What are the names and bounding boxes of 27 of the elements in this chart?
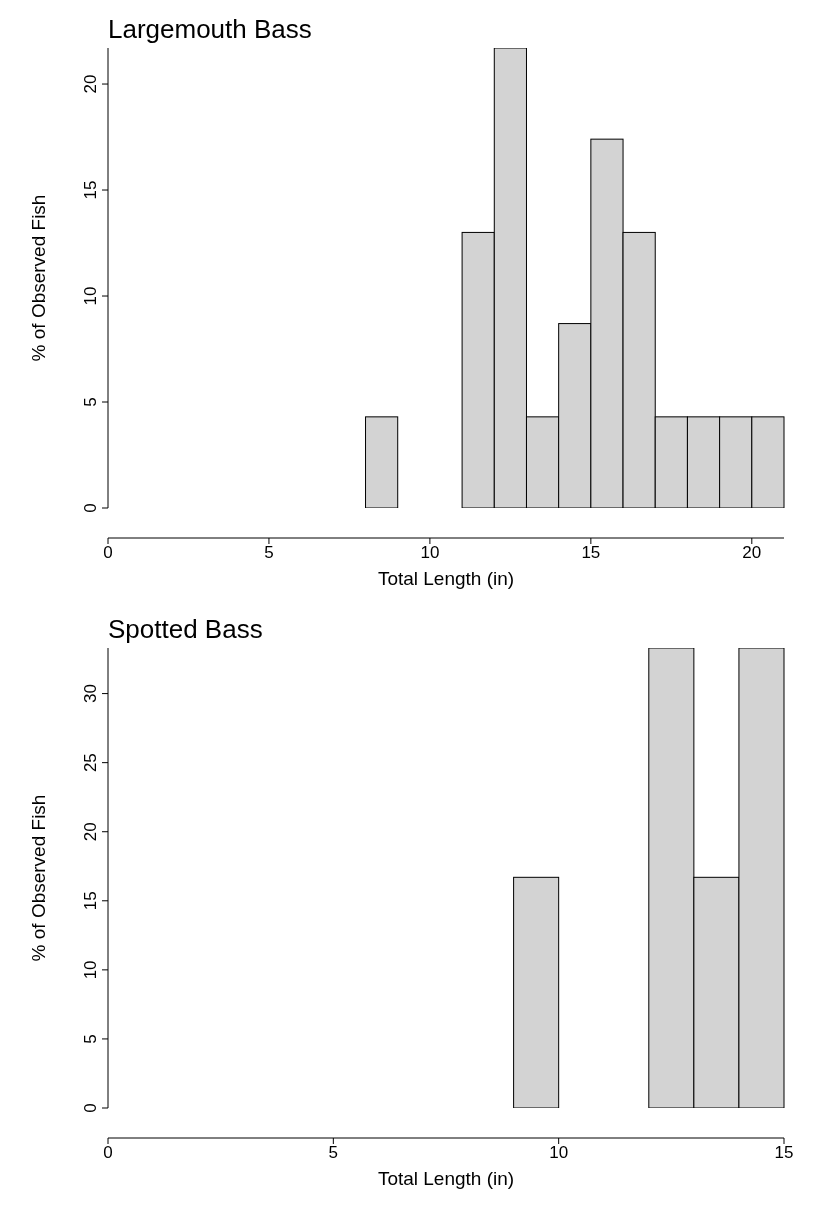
- x-tick-label: 5: [328, 1143, 339, 1163]
- y-tick-label: 0: [81, 1103, 100, 1113]
- x-axis-title: Total Length (in): [376, 568, 516, 590]
- y-tick-label: 15: [81, 891, 100, 911]
- x-tick-label: 10: [549, 1143, 569, 1163]
- y-tick-label: 10: [81, 286, 100, 306]
- x-tick-label: 15: [581, 543, 601, 563]
- y-tick-label: 5: [81, 397, 100, 407]
- x-tick-label: 0: [103, 1143, 113, 1163]
- x-tick-label: 10: [420, 543, 440, 563]
- y-tick-label: 5: [81, 1034, 100, 1044]
- chart-title: Largemouth Bass: [108, 14, 312, 45]
- x-tick-label: 20: [742, 543, 762, 563]
- x-axis-title: Total Length (in): [376, 1168, 516, 1190]
- y-axis-title: % of Observed Fish: [27, 194, 49, 362]
- y-tick-label: 20: [81, 74, 100, 94]
- x-tick-label: 5: [264, 543, 274, 563]
- y-tick-label: 15: [81, 180, 100, 200]
- y-tick-label: 25: [81, 753, 100, 773]
- y-tick-label: 20: [81, 822, 100, 842]
- y-tick-label: 0: [81, 503, 100, 513]
- x-tick-label: 15: [774, 1143, 794, 1163]
- x-tick-label: 0: [103, 543, 113, 563]
- y-axis-title: % of Observed Fish: [27, 794, 49, 962]
- y-tick-label: 10: [81, 960, 100, 980]
- chart-title: Spotted Bass: [108, 614, 263, 645]
- y-tick-label: 30: [81, 684, 100, 704]
